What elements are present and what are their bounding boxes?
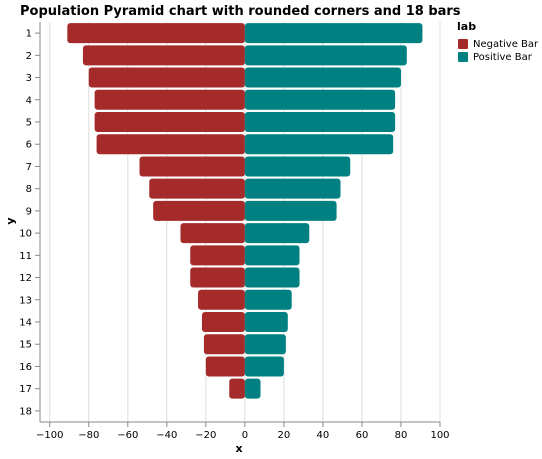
x-tick-label-9: 80	[395, 430, 408, 441]
x-axis-title: x	[235, 442, 242, 455]
x-tick-label-6: 20	[278, 430, 291, 441]
negative-bar-13	[198, 289, 245, 310]
x-tick-label-5: 0	[242, 430, 248, 441]
negative-bar-14	[201, 312, 245, 332]
positive-bar-2	[244, 45, 407, 66]
positive-bar-10	[244, 223, 310, 244]
negative-bar-11	[190, 245, 245, 266]
positive-bar-11	[244, 245, 300, 266]
bars-group	[67, 23, 423, 399]
positive-bar-1	[244, 23, 423, 44]
negative-bar-9	[153, 200, 245, 221]
negative-bar-7	[139, 156, 245, 177]
negative-bar-4	[94, 89, 245, 110]
grid-lines	[49, 22, 441, 422]
negative-bar-3	[88, 67, 245, 88]
negative-bar-16	[205, 356, 245, 377]
legend-swatch-positive	[458, 52, 468, 62]
negative-bar-6	[96, 134, 245, 155]
x-tick-label-2: −60	[117, 430, 138, 441]
negative-bar-10	[180, 223, 245, 244]
positive-bar-12	[244, 267, 300, 288]
positive-bar-15	[244, 334, 286, 355]
positive-bar-9	[244, 200, 337, 221]
positive-bar-6	[244, 134, 394, 155]
legend-label-positive: Positive Bar	[473, 52, 533, 63]
positive-bar-16	[244, 356, 284, 377]
y-tick-label-10: 10	[19, 229, 32, 240]
positive-bar-4	[244, 89, 396, 110]
y-tick-label-3: 3	[26, 73, 32, 84]
y-tick-label-15: 15	[19, 340, 32, 351]
negative-bar-17	[229, 378, 245, 399]
x-tick-label-8: 60	[356, 430, 369, 441]
positive-bar-13	[244, 289, 292, 310]
positive-bar-7	[244, 156, 351, 177]
negative-bar-1	[67, 23, 245, 44]
x-tick-label-4: −20	[195, 430, 216, 441]
y-tick-label-4: 4	[26, 95, 32, 106]
y-tick-label-8: 8	[26, 184, 32, 195]
legend-swatch-negative	[458, 39, 468, 49]
y-tick-label-7: 7	[26, 162, 32, 173]
positive-bar-5	[244, 112, 396, 132]
y-tick-label-14: 14	[19, 318, 32, 329]
legend: lab Negative Bar Positive Bar	[457, 20, 539, 63]
x-tick-label-1: −80	[78, 430, 99, 441]
y-tick-label-2: 2	[26, 51, 32, 62]
negative-bar-5	[94, 112, 245, 132]
y-tick-label-18: 18	[19, 406, 32, 417]
y-tick-label-13: 13	[19, 295, 32, 306]
y-tick-label-5: 5	[26, 118, 32, 129]
negative-bar-12	[190, 267, 245, 288]
negative-bar-8	[149, 178, 245, 199]
negative-bar-15	[203, 334, 245, 355]
positive-bar-3	[244, 67, 401, 88]
y-tick-label-17: 17	[19, 384, 32, 395]
y-tick-label-1: 1	[26, 29, 32, 40]
negative-bar-2	[82, 45, 245, 66]
legend-title: lab	[457, 20, 476, 33]
x-tick-label-0: −100	[36, 430, 63, 441]
y-tick-label-12: 12	[19, 273, 32, 284]
x-tick-label-10: 100	[430, 430, 449, 441]
y-tick-label-9: 9	[26, 206, 32, 217]
y-tick-label-16: 16	[19, 362, 32, 373]
chart-title: Population Pyramid chart with rounded co…	[20, 4, 461, 19]
positive-bar-8	[244, 178, 341, 199]
y-tick-label-11: 11	[19, 251, 32, 262]
x-tick-label-7: 40	[317, 430, 330, 441]
y-tick-label-6: 6	[26, 140, 32, 151]
positive-bar-17	[244, 378, 261, 399]
positive-bar-14	[244, 312, 288, 332]
y-axis-title: y	[4, 217, 17, 224]
x-tick-label-3: −40	[156, 430, 177, 441]
legend-label-negative: Negative Bar	[473, 39, 539, 50]
